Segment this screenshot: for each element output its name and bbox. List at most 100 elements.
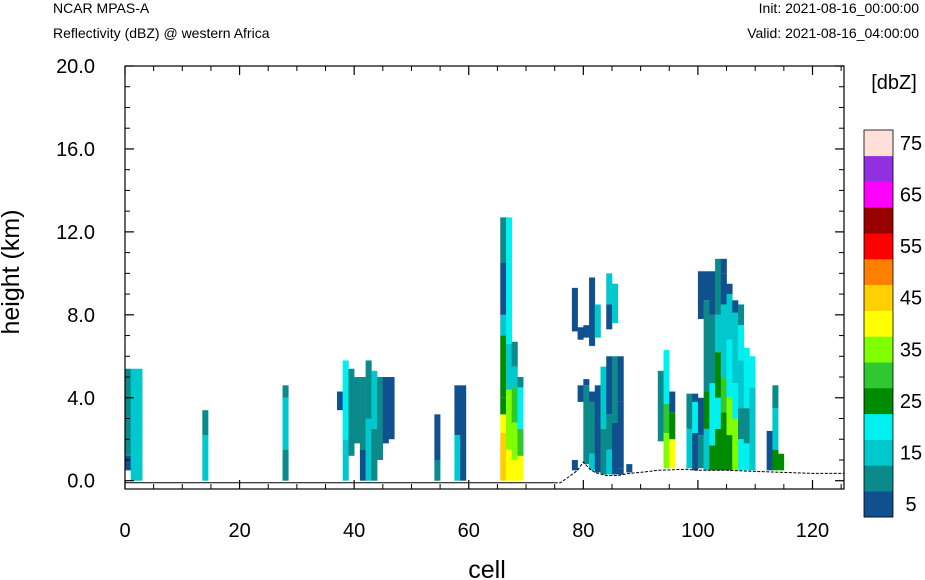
colorbar-swatch-55 <box>864 233 893 260</box>
reflectivity-cell-20-1 <box>511 422 518 460</box>
reflectivity-cell-43-1 <box>732 383 739 419</box>
reflectivity-cell-46-1 <box>749 356 756 388</box>
reflectivity-cell-34-1 <box>669 412 676 440</box>
colorbar-swatch-60 <box>864 207 893 234</box>
reflectivity-cell-18-2 <box>500 397 507 415</box>
reflectivity-cell-38-2 <box>703 300 710 392</box>
plot-subtitle: Reflectivity (dBZ) @ western Africa <box>53 25 270 41</box>
x-tick-label: 80 <box>572 520 594 542</box>
reflectivity-cell-30-2 <box>617 356 624 402</box>
colorbar-label: 65 <box>900 185 922 207</box>
reflectivity-cell-8-0 <box>354 377 361 444</box>
reflectivity-cell-42-4 <box>726 283 733 295</box>
reflectivity-cell-14-0 <box>388 377 395 440</box>
reflectivity-cell-37-0 <box>697 435 704 469</box>
reflectivity-cell-20-4 <box>511 341 518 367</box>
colorbar-label: 55 <box>900 236 922 258</box>
reflectivity-cell-34-2 <box>669 391 676 413</box>
reflectivity-cell-31-0 <box>626 464 633 473</box>
reflectivity-cell-7-0 <box>348 368 355 456</box>
reflectivity-cell-28-2 <box>606 356 613 415</box>
plot-area <box>125 217 844 484</box>
colorbar-swatch-50 <box>864 259 893 286</box>
reflectivity-cell-15-0 <box>434 459 441 481</box>
reflectivity-cell-6-0 <box>342 439 349 481</box>
reflectivity-cell-35-0 <box>686 428 693 469</box>
reflectivity-cell-36-1 <box>692 401 699 434</box>
colorbar-swatch-70 <box>864 155 893 182</box>
reflectivity-cell-32-0 <box>657 370 664 442</box>
reflectivity-cell-41-2 <box>720 304 727 378</box>
init-time: Init: 2021-08-16_00:00:00 <box>758 0 919 16</box>
y-tick-label: 8.0 <box>67 305 95 327</box>
colorbar-swatch-65 <box>864 181 893 208</box>
reflectivity-cell-9-0 <box>359 449 366 481</box>
colorbar-label: 35 <box>900 339 922 361</box>
y-tick-label: 0.0 <box>67 471 95 493</box>
reflectivity-cell-28-1 <box>606 414 613 450</box>
reflectivity-cell-18-3 <box>500 335 507 398</box>
reflectivity-cell-35-1 <box>686 393 693 429</box>
reflectivity-cell-29-1 <box>611 356 618 423</box>
reflectivity-cell-42-0 <box>726 435 733 471</box>
reflectivity-cell-19-4 <box>505 217 513 344</box>
terrain-line <box>554 461 844 484</box>
reflectivity-cell-48-0 <box>772 449 779 471</box>
reflectivity-cell-18-1 <box>500 414 507 434</box>
reflectivity-cell-20-3 <box>511 366 518 388</box>
reflectivity-cell-42-3 <box>726 294 733 340</box>
reflectivity-cell-37-2 <box>697 271 704 319</box>
reflectivity-cell-29-2 <box>611 283 618 324</box>
x-tick-label: 100 <box>681 520 714 542</box>
reflectivity-cell-43-2 <box>732 312 739 384</box>
reflectivity-cell-25-0 <box>589 453 596 471</box>
reflectivity-cell-15-1 <box>434 414 441 460</box>
reflectivity-cell-21-3 <box>517 377 524 388</box>
reflectivity-cell-40-0 <box>715 428 722 471</box>
reflectivity-cell-41-0 <box>720 412 727 471</box>
reflectivity-cell-19-2 <box>505 389 513 419</box>
reflectivity-cell-25-2 <box>589 391 596 402</box>
reflectivity-cell-44-4 <box>738 304 745 326</box>
x-axis-label: cell <box>468 556 506 580</box>
colorbar-swatch-25 <box>864 388 893 415</box>
reflectivity-cell-4-0 <box>282 449 289 481</box>
reflectivity-cell-18-0 <box>500 433 507 481</box>
x-tick-label: 0 <box>119 520 130 542</box>
colorbar-swatch-35 <box>864 336 893 363</box>
reflectivity-cell-27-1 <box>600 366 607 429</box>
colorbar-swatch-75 <box>864 130 893 157</box>
x-tick-label: 60 <box>458 520 480 542</box>
reflectivity-cell-45-2 <box>743 348 750 409</box>
reflectivity-cell-19-1 <box>505 418 513 450</box>
colorbar-label: 5 <box>905 494 916 516</box>
plot-frame <box>124 65 845 490</box>
reflectivity-cell-39-3 <box>709 271 716 315</box>
reflectivity-cell-20-0 <box>511 459 518 481</box>
reflectivity-cell-44-1 <box>738 408 745 440</box>
reflectivity-cell-41-1 <box>720 377 727 413</box>
reflectivity-cell-24-1 <box>583 379 590 386</box>
valid-time: Valid: 2021-08-16_04:00:00 <box>747 25 919 41</box>
reflectivity-cell-9-1 <box>359 377 366 450</box>
reflectivity-cell-5-0 <box>336 391 344 411</box>
reflectivity-cell-43-0 <box>732 418 739 471</box>
reflectivity-cell-6-1 <box>342 360 349 440</box>
reflectivity-cell-0-1 <box>125 368 132 456</box>
reflectivity-cell-45-0 <box>743 443 750 471</box>
colorbar-swatch-40 <box>864 310 893 337</box>
reflectivity-cell-28-3 <box>606 304 613 330</box>
colorbar-swatch-15 <box>864 439 893 466</box>
reflectivity-cell-49-0 <box>778 453 785 471</box>
reflectivity-cell-44-0 <box>738 439 745 471</box>
reflectivity-cell-18-4 <box>500 314 507 336</box>
colorbar-frame <box>863 129 894 518</box>
reflectivity-cell-30-0 <box>617 468 624 475</box>
reflectivity-cell-33-0 <box>663 433 670 469</box>
y-axis-label: height (km) <box>0 209 25 334</box>
reflectivity-cell-43-3 <box>732 300 739 313</box>
reflectivity-cell-28-4 <box>606 273 613 305</box>
reflectivity-cell-38-3 <box>703 271 710 301</box>
reflectivity-cell-4-2 <box>282 385 289 398</box>
reflectivity-cell-28-0 <box>606 449 613 475</box>
